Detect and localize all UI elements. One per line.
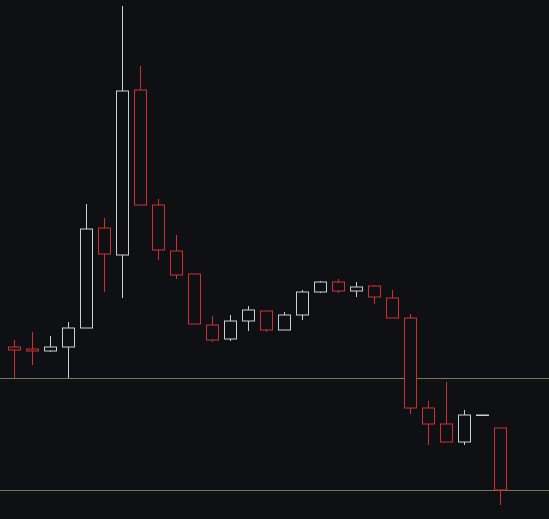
candle-body (242, 309, 255, 322)
candle-body (26, 348, 39, 352)
candle-body (476, 414, 489, 416)
candle-body (116, 90, 129, 256)
candle-body (188, 273, 201, 325)
candle-body (440, 423, 453, 443)
candle-body (494, 427, 507, 491)
candle-body (206, 324, 219, 341)
candle-body (350, 286, 363, 292)
candle-body (404, 317, 417, 409)
candle-body (386, 297, 399, 319)
candle-body (368, 285, 381, 298)
candle-body (152, 204, 165, 251)
candle-body (314, 281, 327, 293)
candle-body (44, 346, 57, 352)
candle-body (278, 314, 291, 331)
candle-body (458, 414, 471, 443)
candle-body (296, 291, 309, 316)
candle-body (224, 320, 237, 340)
candle-body (134, 89, 147, 206)
candle-body (422, 407, 435, 425)
candle-body (8, 346, 21, 351)
candle-body (80, 228, 93, 329)
candle-body (332, 281, 345, 292)
candle-body (260, 310, 273, 331)
candle-body (62, 327, 75, 348)
candle-body (98, 227, 111, 255)
candle-body (170, 250, 183, 276)
